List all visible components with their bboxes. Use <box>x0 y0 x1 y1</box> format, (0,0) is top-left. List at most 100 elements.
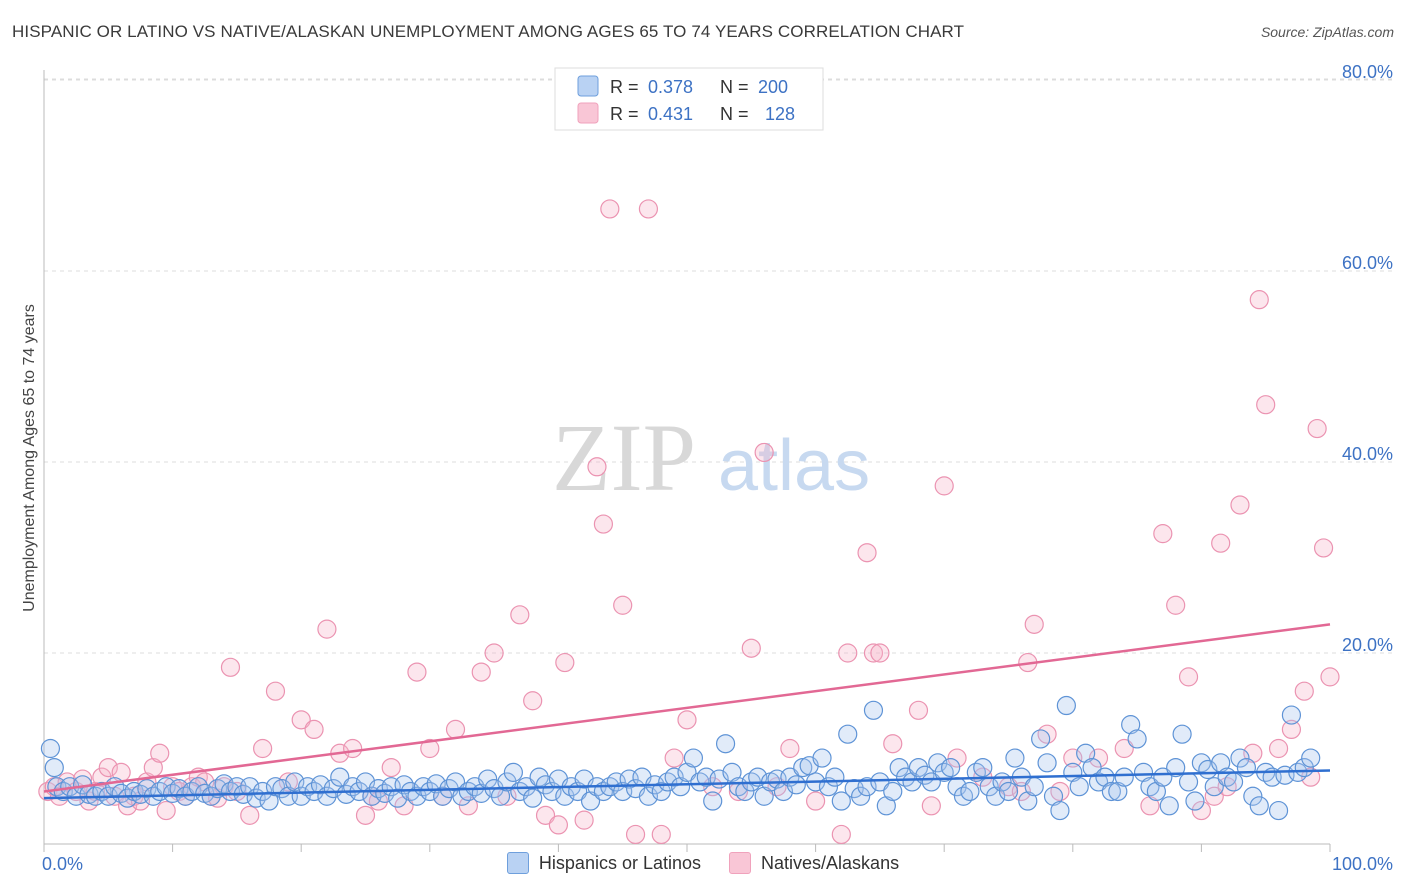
hispanic-point-178 <box>1178 772 1199 792</box>
native-point-8 <box>92 767 112 787</box>
hispanic-point-173 <box>1146 781 1166 802</box>
hispanic-point-139 <box>928 753 948 773</box>
hispanic-point-77 <box>529 767 549 787</box>
native-point-97 <box>1178 667 1199 687</box>
hispanic-point-171 <box>1133 762 1154 782</box>
watermark: ZIP atlas <box>552 404 870 511</box>
hispanic-point-156 <box>1037 753 1057 773</box>
hispanic-point-60 <box>420 781 440 802</box>
native-point-17 <box>150 743 170 763</box>
hispanic-point-107 <box>722 762 742 782</box>
legend-item-hispanics: Hispanics or Latinos <box>506 852 701 874</box>
legend-r-label-1: R = <box>610 77 639 97</box>
hispanic-point-100 <box>677 762 697 782</box>
legend-swatch-hispanics <box>506 852 529 874</box>
hispanic-point-188 <box>1243 786 1263 806</box>
hispanic-point-0 <box>40 738 61 759</box>
hispanic-point-73 <box>503 762 523 782</box>
native-point-112 <box>1301 767 1321 787</box>
native-point-65 <box>664 748 684 768</box>
native-point-107 <box>1281 719 1302 740</box>
hispanic-point-125 <box>838 724 858 744</box>
hispanic-point-151 <box>1005 748 1025 768</box>
hispanic-point-192 <box>1268 800 1289 821</box>
hispanic-point-157 <box>1043 786 1064 806</box>
hispanic-point-138 <box>921 772 941 792</box>
native-point-39 <box>355 805 376 825</box>
native-point-32 <box>265 681 286 701</box>
series-legend: Hispanics or Latinos Natives/Alaskans <box>0 852 1406 874</box>
y-tick-label-1: 40.0% <box>1342 444 1393 464</box>
native-point-104 <box>1249 290 1269 310</box>
hispanic-point-121 <box>812 748 832 768</box>
hispanic-point-197 <box>1301 748 1321 768</box>
legend-r-label-2: R = <box>610 104 639 124</box>
native-point-72 <box>780 738 800 759</box>
hispanic-point-99 <box>670 777 691 797</box>
series-natives-points <box>38 199 1340 845</box>
native-point-55 <box>548 815 569 835</box>
hispanic-point-62 <box>433 786 453 806</box>
native-point-105 <box>1256 395 1276 415</box>
hispanic-point-106 <box>715 734 736 754</box>
native-point-53 <box>523 691 543 711</box>
hispanic-point-187 <box>1236 757 1257 778</box>
hispanic-point-146 <box>973 757 993 778</box>
hispanic-point-112 <box>754 786 774 806</box>
hispanic-point-189 <box>1249 796 1269 816</box>
legend-item-natives: Natives/Alaskans <box>729 852 899 874</box>
native-point-56 <box>555 652 575 673</box>
native-point-93 <box>1114 738 1134 759</box>
hispanic-point-96 <box>651 781 671 802</box>
hispanic-point-136 <box>908 757 929 778</box>
hispanic-point-182 <box>1204 777 1224 797</box>
native-point-73 <box>805 791 826 811</box>
native-point-98 <box>1191 800 1212 821</box>
hispanic-point-58 <box>407 786 427 806</box>
legend-r-value-native: 0.431 <box>648 104 693 124</box>
native-point-38 <box>343 738 363 759</box>
hispanic-point-85 <box>580 791 601 811</box>
hispanic-point-162 <box>1076 743 1096 763</box>
hispanic-point-46 <box>330 767 350 787</box>
source-label: Source: ZipAtlas.com <box>1260 24 1394 40</box>
hispanic-point-76 <box>523 788 543 808</box>
native-point-94 <box>1140 796 1160 816</box>
native-point-102 <box>1230 495 1250 515</box>
native-point-60 <box>600 199 620 219</box>
native-point-61 <box>613 595 633 615</box>
hispanic-point-130 <box>870 772 890 792</box>
hispanic-point-161 <box>1069 777 1089 797</box>
hispanic-point-148 <box>986 786 1006 806</box>
native-point-18 <box>156 800 176 821</box>
native-point-67 <box>703 777 723 797</box>
native-point-82 <box>934 476 954 496</box>
native-point-92 <box>1088 748 1109 768</box>
native-point-88 <box>1024 614 1044 634</box>
y-tick-label-0: 20.0% <box>1342 635 1393 655</box>
native-point-111 <box>1320 667 1340 687</box>
hispanic-point-34 <box>253 781 273 802</box>
hispanic-point-128 <box>857 777 877 797</box>
native-point-66 <box>677 710 697 730</box>
hispanic-point-177 <box>1172 724 1192 744</box>
hispanic-point-153 <box>1018 791 1038 811</box>
hispanic-point-94 <box>638 786 659 806</box>
hispanic-point-123 <box>825 767 845 787</box>
legend-n-label-1: N = <box>720 77 749 97</box>
y-tick-label-3: 80.0% <box>1342 62 1393 82</box>
y-axis-title: Unemployment Among Ages 65 to 74 years <box>21 304 38 612</box>
hispanic-point-168 <box>1114 767 1134 787</box>
native-point-42 <box>381 757 401 778</box>
native-trend-line <box>43 623 1331 793</box>
hispanic-point-150 <box>998 781 1019 802</box>
native-point-44 <box>407 662 427 682</box>
native-point-80 <box>908 700 929 720</box>
hispanic-point-101 <box>683 748 704 768</box>
native-point-48 <box>458 796 478 816</box>
native-point-64 <box>651 824 671 845</box>
hispanic-point-132 <box>883 781 903 802</box>
native-point-76 <box>857 543 877 563</box>
native-point-109 <box>1307 418 1327 439</box>
native-point-83 <box>947 748 967 768</box>
